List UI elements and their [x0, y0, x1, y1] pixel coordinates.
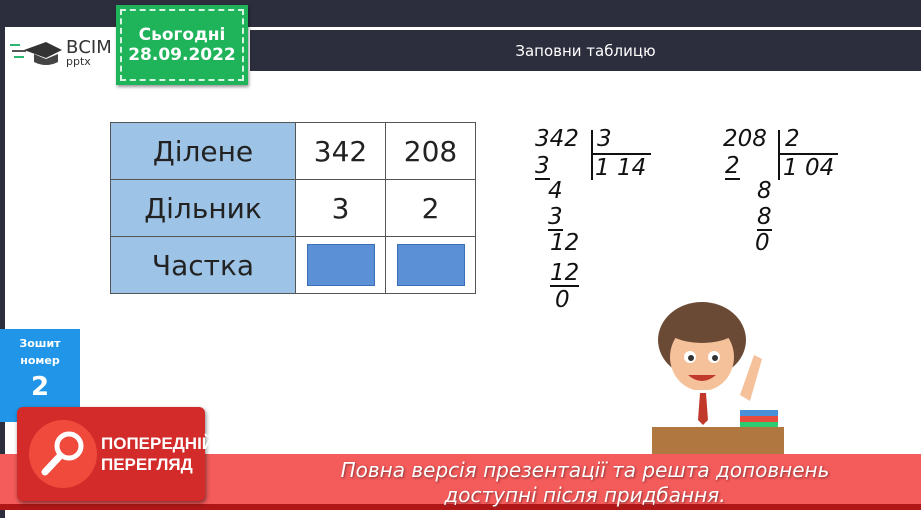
- answer-box[interactable]: [396, 244, 465, 286]
- preview-badge[interactable]: ПОПЕРЕДНІЙ ПЕРЕГЛЯД: [17, 407, 214, 501]
- date-badge: Сьогодні 28.09.2022: [116, 5, 248, 85]
- table-row: Ділене 342 208: [110, 122, 476, 180]
- boy-illustration: [652, 302, 784, 460]
- logo: ВСІМ pptx: [10, 38, 112, 68]
- table-row: Частка: [110, 236, 476, 294]
- answer-box[interactable]: [306, 244, 375, 286]
- graduation-cap-icon: [10, 42, 62, 65]
- purchase-banner-text: Повна версія презентації та решта доповн…: [340, 458, 830, 507]
- slide-title: Заповни таблицю: [250, 30, 921, 71]
- table-row: Дільник 3 2: [110, 179, 476, 237]
- notebook-badge: Зошит номер 2: [0, 329, 80, 422]
- magnifier-icon: [29, 420, 97, 488]
- fill-table: Ділене 342 208 Дільник 3 2 Частка: [110, 122, 476, 294]
